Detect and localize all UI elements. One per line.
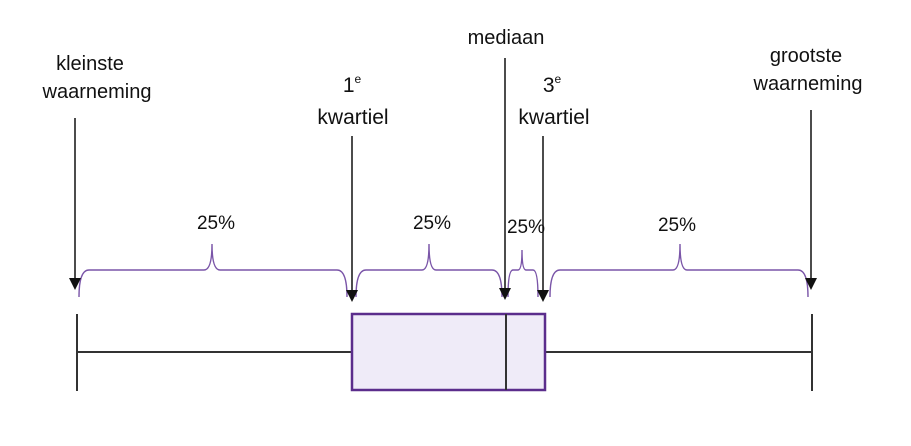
arrow-min xyxy=(69,118,81,290)
label-max-line1: grootste xyxy=(770,45,842,67)
arrow-median xyxy=(499,58,511,300)
label-q1-number: 1e xyxy=(343,72,362,97)
brace-segment-3 xyxy=(507,249,539,298)
label-min-line1: kleinste xyxy=(56,53,124,75)
segment-4-label: 25% xyxy=(658,215,696,236)
label-q3-word: kwartiel xyxy=(518,106,589,129)
segment-3-label: 25% xyxy=(507,217,545,238)
brace-segment-1 xyxy=(78,243,348,298)
interquartile-box xyxy=(350,312,547,392)
brace-segment-4 xyxy=(549,243,809,298)
brace-segment-2 xyxy=(355,243,503,298)
segment-2-label: 25% xyxy=(413,213,451,234)
arrow-max xyxy=(805,110,817,290)
label-min-line2: waarneming xyxy=(42,81,152,103)
arrow-q1 xyxy=(346,136,358,302)
label-median: mediaan xyxy=(468,27,545,49)
label-q1-word: kwartiel xyxy=(317,106,388,129)
label-max-line2: waarneming xyxy=(753,73,863,95)
arrow-q3 xyxy=(537,136,549,302)
segment-1-label: 25% xyxy=(197,213,235,234)
label-q3-number: 3e xyxy=(543,72,562,97)
